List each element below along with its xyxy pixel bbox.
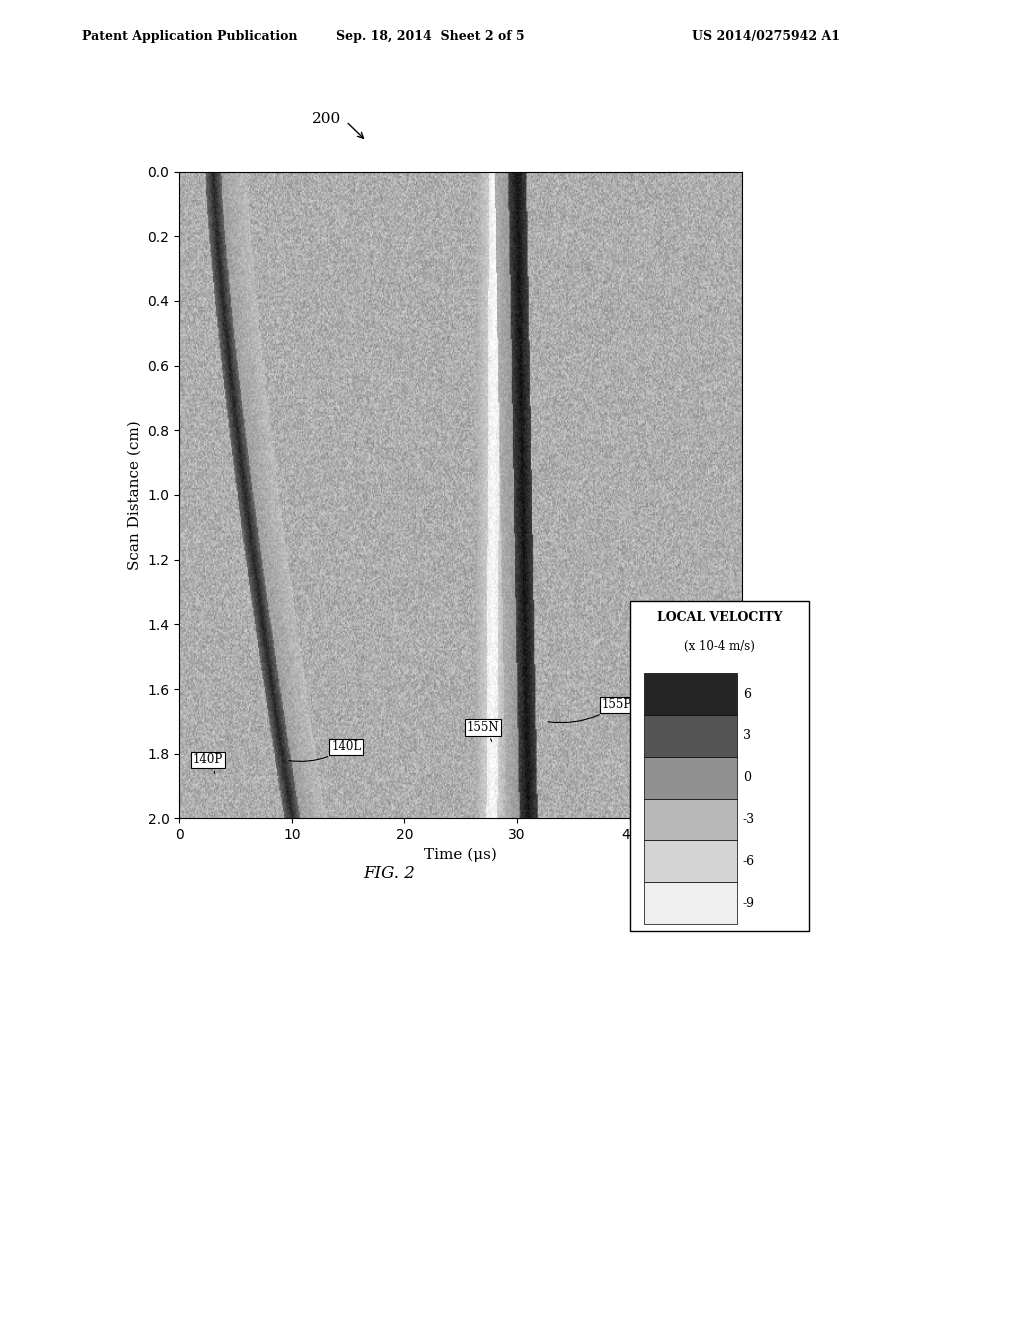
Text: 6: 6: [742, 688, 751, 701]
Text: -9: -9: [742, 896, 755, 909]
Y-axis label: Scan Distance (cm): Scan Distance (cm): [128, 420, 141, 570]
Text: FIG. 2: FIG. 2: [364, 865, 415, 882]
Text: LOCAL VELOCITY: LOCAL VELOCITY: [656, 611, 782, 623]
Bar: [644, 673, 737, 715]
Text: 155N: 155N: [467, 721, 499, 742]
Text: 0: 0: [742, 771, 751, 784]
Text: 200: 200: [312, 112, 342, 127]
Text: -6: -6: [742, 855, 755, 867]
Bar: [644, 841, 737, 882]
Text: 140P: 140P: [193, 754, 223, 774]
Text: US 2014/0275942 A1: US 2014/0275942 A1: [691, 30, 840, 44]
Text: 155P: 155P: [548, 698, 632, 722]
Bar: [644, 882, 737, 924]
Bar: [644, 715, 737, 756]
Text: 140L: 140L: [289, 741, 361, 762]
Text: Patent Application Publication: Patent Application Publication: [82, 30, 297, 44]
Text: (x 10-4 m/s): (x 10-4 m/s): [684, 640, 755, 653]
X-axis label: Time (μs): Time (μs): [424, 847, 498, 862]
Bar: [644, 799, 737, 841]
Text: -3: -3: [742, 813, 755, 826]
Text: 3: 3: [742, 730, 751, 742]
Text: Sep. 18, 2014  Sheet 2 of 5: Sep. 18, 2014 Sheet 2 of 5: [336, 30, 524, 44]
Bar: [644, 756, 737, 799]
